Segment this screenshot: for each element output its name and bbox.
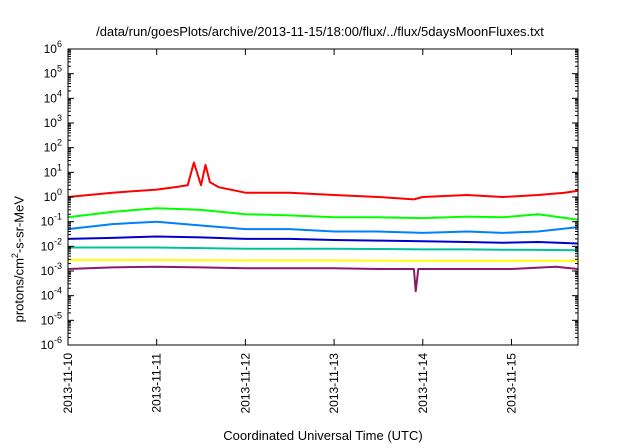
x-tick-label: 2013-11-15 (504, 353, 518, 414)
series-line-1 (67, 207, 579, 221)
y-tick-exponent: 2 (57, 138, 62, 148)
y-tick-base: 10 (41, 215, 55, 229)
y-tick-exponent: -2 (54, 236, 62, 246)
y-tick-label: 103 (44, 113, 62, 130)
y-tick-label: 100 (44, 187, 62, 204)
series-layer (67, 161, 579, 293)
x-tick-label: 2013-11-10 (61, 353, 75, 414)
y-tick-base: 10 (44, 141, 58, 155)
y-tick-base: 10 (44, 116, 58, 130)
series-line-6 (67, 265, 579, 293)
y-tick-base: 10 (41, 264, 55, 278)
y-tick-label: 106 (44, 39, 62, 56)
y-tick-label: 10-2 (41, 236, 62, 253)
y-tick-base: 10 (41, 239, 55, 253)
chart-title: /data/run/goesPlots/archive/2013-11-15/1… (96, 24, 544, 39)
y-tick-label: 104 (44, 88, 62, 105)
x-tick-label: 2013-11-11 (150, 353, 164, 413)
y-tick-base: 10 (44, 42, 58, 56)
y-tick-label: 101 (44, 162, 62, 179)
y-tick-label: 10-4 (41, 286, 62, 303)
y-tick-base: 10 (41, 289, 55, 303)
y-tick-exponent: 3 (57, 113, 62, 123)
y-tick-label: 10-3 (41, 261, 62, 278)
y-tick-base: 10 (44, 190, 58, 204)
x-axis-label: Coordinated Universal Time (UTC) (223, 428, 423, 443)
y-tick-label: 10-6 (41, 335, 62, 352)
y-tick-exponent: 5 (57, 64, 62, 74)
x-tick-label: 2013-11-12 (238, 353, 252, 414)
y-tick-exponent: 4 (57, 88, 62, 98)
y-tick-label: 105 (44, 64, 62, 81)
y-tick-exponent: -5 (54, 310, 62, 320)
series-line-2 (67, 220, 579, 234)
y-tick-exponent: 0 (57, 187, 62, 197)
series-line-5 (68, 259, 578, 262)
series-line-3 (67, 235, 579, 245)
x-tick-label: 2013-11-14 (416, 353, 430, 414)
y-tick-exponent: -1 (54, 212, 62, 222)
y-tick-exponent: 6 (57, 39, 62, 49)
y-tick-exponent: -6 (54, 335, 62, 345)
y-tick-label: 10-5 (41, 310, 62, 327)
y-tick-label: 102 (44, 138, 62, 155)
y-tick-exponent: -4 (54, 286, 62, 296)
y-tick-base: 10 (41, 338, 55, 352)
series-line-0 (67, 161, 579, 201)
y-tick-label: 10-1 (41, 212, 62, 229)
y-tick-base: 10 (44, 91, 58, 105)
axis-layer: 10610510410310210110010-110-210-310-410-… (41, 39, 579, 414)
x-tick-label: 2013-11-13 (327, 353, 341, 414)
y-tick-exponent: 1 (57, 162, 62, 172)
y-tick-base: 10 (44, 67, 58, 81)
y-tick-base: 10 (41, 313, 55, 327)
y-tick-base: 10 (44, 165, 58, 179)
y-tick-exponent: -3 (54, 261, 62, 271)
series-line-4 (68, 246, 579, 252)
